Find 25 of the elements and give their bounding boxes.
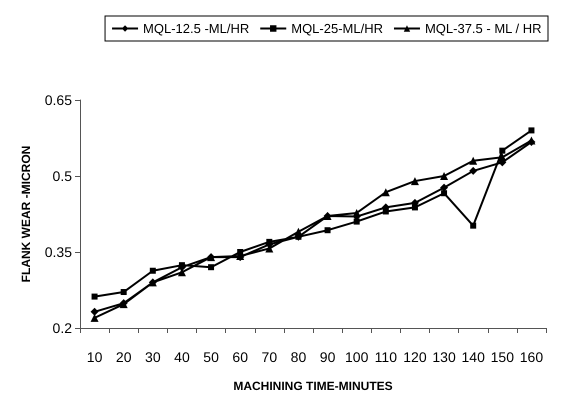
x-tick-label: 120 — [403, 349, 427, 365]
x-tick-label: 110 — [374, 349, 398, 365]
legend-label: MQL-25-ML/HR — [291, 21, 383, 36]
x-tick-label: 40 — [174, 349, 190, 365]
x-tick-label: 150 — [490, 349, 514, 365]
x-tick-label: 50 — [203, 349, 220, 365]
x-tick-label: 90 — [320, 349, 336, 365]
x-tick-label: 60 — [232, 349, 248, 365]
legend-label: MQL-12.5 -ML/HR — [143, 21, 250, 36]
x-tick-label: 70 — [262, 349, 278, 365]
x-tick-label: 130 — [432, 349, 456, 365]
x-tick-label: 30 — [145, 349, 161, 365]
y-tick-label: 0.2 — [52, 320, 72, 336]
x-tick-label: 20 — [116, 349, 132, 365]
y-tick-label: 0.65 — [44, 92, 72, 108]
x-tick-label: 10 — [86, 349, 103, 365]
x-tick-label: 80 — [290, 349, 306, 365]
x-axis-title: MACHINING TIME-MINUTES — [233, 379, 393, 393]
legend-label: MQL-37.5 - ML / HR — [424, 21, 542, 36]
y-tick-label: 0.35 — [44, 244, 72, 260]
x-tick-label: 100 — [345, 349, 369, 365]
x-tick-label: 140 — [462, 349, 486, 365]
y-tick-label: 0.5 — [52, 168, 72, 184]
y-axis-title: FLANK WEAR -MICRON — [19, 146, 33, 282]
x-tick-label: 160 — [520, 349, 544, 365]
